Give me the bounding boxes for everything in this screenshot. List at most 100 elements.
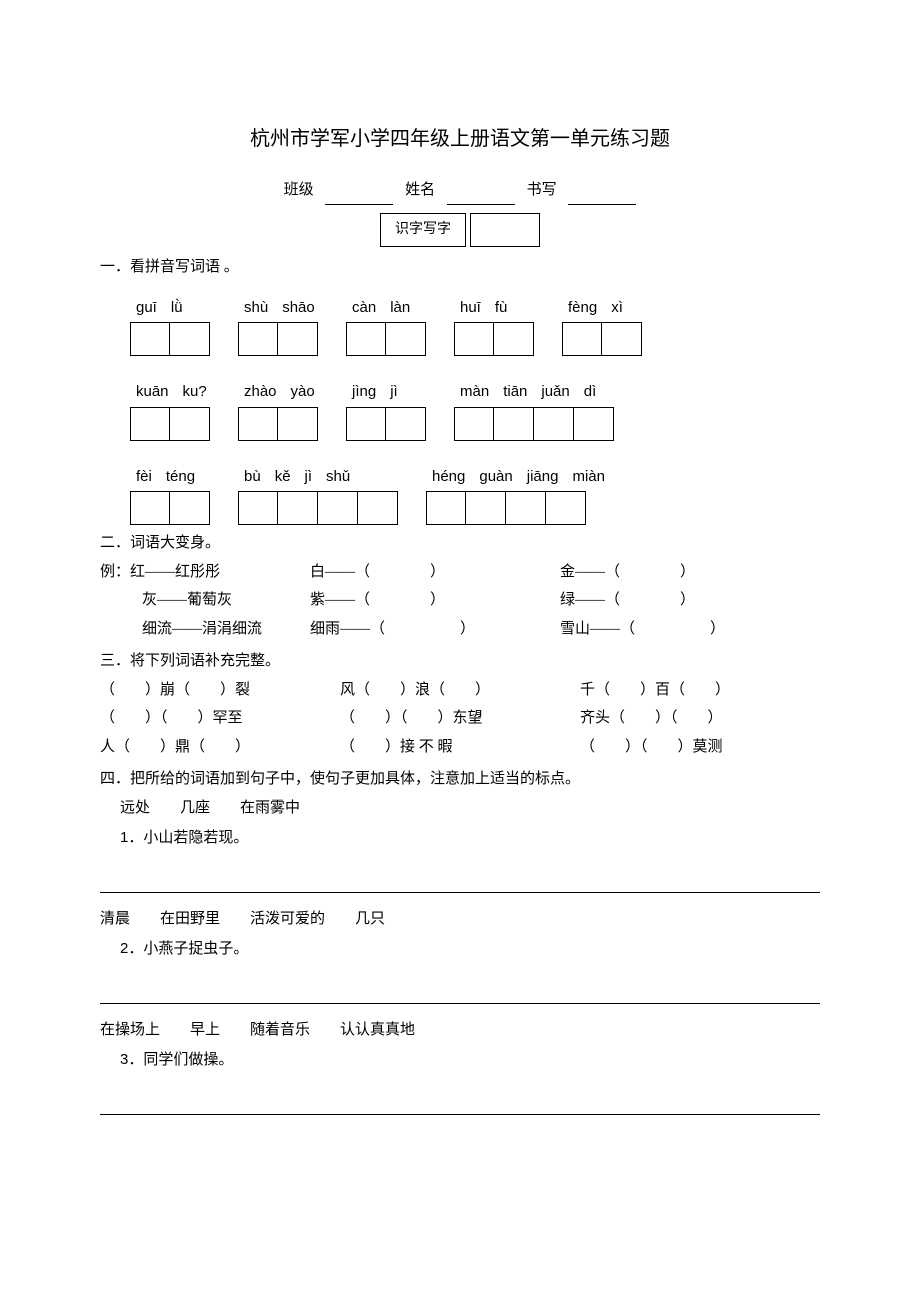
name-label: 姓名 bbox=[405, 182, 435, 198]
char-boxes bbox=[238, 322, 318, 356]
name-blank[interactable] bbox=[447, 187, 515, 205]
char-box[interactable] bbox=[574, 407, 614, 441]
pinyin-syllable: héng bbox=[432, 463, 465, 492]
q4-word: 几只 bbox=[355, 911, 385, 927]
q3-line: 人（ ）鼎（ ）（ ）接 不 暇（ ）（ ）莫测 bbox=[100, 733, 820, 762]
pinyin-label: cànlàn bbox=[346, 294, 426, 323]
q3-cell[interactable]: （ ）（ ）东望 bbox=[340, 704, 580, 733]
q1-heading: 一．看拼音写词语 。 bbox=[100, 253, 820, 282]
char-boxes bbox=[346, 322, 426, 356]
char-box[interactable] bbox=[494, 407, 534, 441]
q4-word: 早上 bbox=[190, 1022, 220, 1038]
char-box[interactable] bbox=[130, 407, 170, 441]
char-box[interactable] bbox=[130, 491, 170, 525]
char-box[interactable] bbox=[278, 322, 318, 356]
q2-heading: 二．词语大变身。 bbox=[100, 529, 820, 558]
char-boxes bbox=[346, 407, 426, 441]
char-box[interactable] bbox=[426, 491, 466, 525]
q2-mid[interactable]: 紫——（ ） bbox=[310, 586, 560, 615]
q4-sentence: 1．小山若隐若现。 bbox=[120, 824, 820, 853]
char-boxes bbox=[562, 322, 642, 356]
q2-left: 例：红——红彤彤 bbox=[100, 558, 310, 587]
pinyin-item: màntiānjuǎndì bbox=[454, 378, 614, 441]
q3-cell[interactable]: 风（ ）浪（ ） bbox=[340, 676, 580, 705]
char-box[interactable] bbox=[454, 322, 494, 356]
pinyin-syllable: jiāng bbox=[527, 463, 559, 492]
char-box[interactable] bbox=[562, 322, 602, 356]
char-box[interactable] bbox=[358, 491, 398, 525]
char-box[interactable] bbox=[534, 407, 574, 441]
pinyin-item: zhàoyào bbox=[238, 378, 318, 441]
q2-right[interactable]: 雪山——（ ） bbox=[560, 615, 725, 644]
char-boxes bbox=[238, 491, 398, 525]
pinyin-syllable: lǜ bbox=[171, 294, 183, 323]
pinyin-label: héng guàn jiāng miàn bbox=[426, 463, 605, 492]
char-box[interactable] bbox=[494, 322, 534, 356]
char-box[interactable] bbox=[318, 491, 358, 525]
pinyin-syllable: kě bbox=[275, 463, 291, 492]
q4-sentence: 2．小燕子捉虫子。 bbox=[120, 935, 820, 964]
section-box-row: 识字写字 bbox=[100, 213, 820, 248]
q2-line: 细流——涓涓细流细雨——（ ）雪山——（ ） bbox=[100, 615, 820, 644]
pinyin-syllable: shù bbox=[244, 294, 268, 323]
pinyin-syllable: dì bbox=[584, 378, 597, 407]
q2-line: 例：红——红彤彤白——（ ）金——（ ） bbox=[100, 558, 820, 587]
char-box[interactable] bbox=[238, 322, 278, 356]
pinyin-syllable: miàn bbox=[572, 463, 605, 492]
q3-cell[interactable]: 千（ ）百（ ） bbox=[580, 676, 820, 705]
char-box[interactable] bbox=[602, 322, 642, 356]
char-box[interactable] bbox=[506, 491, 546, 525]
pinyin-item: héng guàn jiāng miàn bbox=[426, 463, 605, 526]
pinyin-label: jìngjì bbox=[346, 378, 426, 407]
q3-line: （ ）崩（ ）裂风（ ）浪（ ）千（ ）百（ ） bbox=[100, 676, 820, 705]
q3-cell[interactable]: 人（ ）鼎（ ） bbox=[100, 733, 340, 762]
q2-mid[interactable]: 白——（ ） bbox=[310, 558, 560, 587]
q2-mid[interactable]: 细雨——（ ） bbox=[310, 615, 560, 644]
pinyin-label: fèngxì bbox=[562, 294, 642, 323]
pinyin-row: kuānku?zhàoyàojìngjìmàntiānjuǎndì bbox=[130, 378, 820, 441]
q2-right[interactable]: 绿——（ ） bbox=[560, 586, 695, 615]
answer-line[interactable] bbox=[100, 972, 820, 1004]
pinyin-syllable: zhào bbox=[244, 378, 277, 407]
class-blank[interactable] bbox=[325, 187, 393, 205]
q3-cell[interactable]: （ ）（ ）莫测 bbox=[580, 733, 820, 762]
answer-line[interactable] bbox=[100, 1083, 820, 1115]
pinyin-syllable: jì bbox=[390, 378, 398, 407]
writing-blank[interactable] bbox=[568, 187, 636, 205]
char-box[interactable] bbox=[546, 491, 586, 525]
pinyin-syllable: yào bbox=[291, 378, 315, 407]
q4-word: 清晨 bbox=[100, 911, 130, 927]
q3-cell[interactable]: 齐头（ ）（ ） bbox=[580, 704, 820, 733]
char-box[interactable] bbox=[278, 491, 318, 525]
char-box[interactable] bbox=[238, 491, 278, 525]
char-box[interactable] bbox=[238, 407, 278, 441]
char-box[interactable] bbox=[454, 407, 494, 441]
char-boxes bbox=[454, 407, 614, 441]
answer-line[interactable] bbox=[100, 861, 820, 893]
pinyin-label: màntiānjuǎndì bbox=[454, 378, 614, 407]
q3-cell[interactable]: （ ）崩（ ）裂 bbox=[100, 676, 340, 705]
pinyin-syllable: jì bbox=[305, 463, 313, 492]
pinyin-label: shùshāo bbox=[238, 294, 318, 323]
char-box[interactable] bbox=[170, 322, 210, 356]
char-box[interactable] bbox=[346, 322, 386, 356]
pinyin-syllable: màn bbox=[460, 378, 489, 407]
pinyin-syllable: xì bbox=[611, 294, 623, 323]
q2-left: 灰——葡萄灰 bbox=[100, 586, 310, 615]
char-box[interactable] bbox=[466, 491, 506, 525]
q3-cell[interactable]: （ ）接 不 暇 bbox=[340, 733, 580, 762]
pinyin-label: huīfù bbox=[454, 294, 534, 323]
q2-right[interactable]: 金——（ ） bbox=[560, 558, 695, 587]
char-box[interactable] bbox=[386, 407, 426, 441]
char-box[interactable] bbox=[130, 322, 170, 356]
pinyin-syllable: fèi bbox=[136, 463, 152, 492]
char-box[interactable] bbox=[170, 491, 210, 525]
pinyin-syllable: guàn bbox=[479, 463, 512, 492]
char-box[interactable] bbox=[170, 407, 210, 441]
char-box[interactable] bbox=[346, 407, 386, 441]
pinyin-item: fèngxì bbox=[562, 294, 642, 357]
q3-cell[interactable]: （ ）（ ）罕至 bbox=[100, 704, 340, 733]
char-box[interactable] bbox=[386, 322, 426, 356]
char-box[interactable] bbox=[278, 407, 318, 441]
q3-heading: 三．将下列词语补充完整。 bbox=[100, 647, 820, 676]
